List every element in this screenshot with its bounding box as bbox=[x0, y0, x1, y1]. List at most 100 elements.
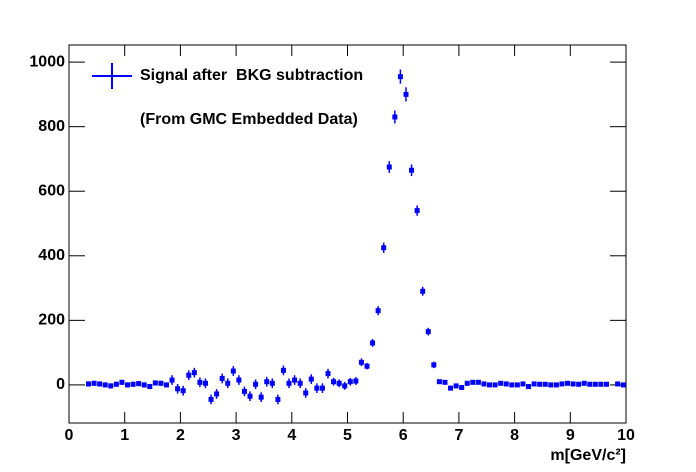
marker bbox=[526, 384, 532, 390]
marker bbox=[319, 385, 325, 391]
marker bbox=[292, 377, 298, 383]
marker bbox=[414, 208, 420, 214]
marker bbox=[431, 362, 437, 368]
marker bbox=[308, 376, 314, 382]
marker bbox=[598, 381, 604, 387]
marker bbox=[180, 388, 186, 394]
frame bbox=[68, 44, 627, 424]
marker bbox=[409, 167, 415, 173]
marker bbox=[163, 382, 169, 388]
marker bbox=[604, 381, 610, 387]
marker bbox=[542, 381, 548, 387]
marker bbox=[448, 385, 454, 391]
marker bbox=[108, 383, 114, 389]
x-axis-label: m[GeV/c²] bbox=[550, 447, 626, 464]
x-tick-label: 7 bbox=[454, 427, 463, 444]
marker bbox=[470, 379, 476, 385]
marker bbox=[197, 379, 203, 385]
marker bbox=[420, 288, 426, 294]
marker bbox=[509, 382, 515, 388]
marker bbox=[136, 381, 142, 387]
marker bbox=[102, 382, 108, 388]
marker bbox=[169, 377, 175, 383]
marker bbox=[147, 384, 153, 390]
marker bbox=[481, 381, 487, 387]
marker bbox=[325, 371, 331, 377]
marker bbox=[592, 381, 598, 387]
marker bbox=[141, 382, 147, 388]
marker bbox=[487, 382, 493, 388]
marker bbox=[314, 385, 320, 391]
marker bbox=[347, 379, 353, 385]
marker bbox=[615, 381, 621, 387]
y-tick-label: 0 bbox=[56, 376, 65, 393]
marker bbox=[225, 380, 231, 386]
marker bbox=[436, 379, 442, 385]
marker bbox=[91, 380, 97, 386]
x-tick-label: 5 bbox=[343, 427, 352, 444]
x-tick-label: 0 bbox=[65, 427, 74, 444]
marker bbox=[113, 381, 119, 387]
marker bbox=[269, 380, 275, 386]
marker bbox=[247, 393, 253, 399]
marker bbox=[370, 340, 376, 346]
marker bbox=[548, 382, 554, 388]
marker bbox=[442, 379, 448, 385]
marker bbox=[208, 396, 214, 402]
marker bbox=[375, 308, 381, 314]
marker bbox=[152, 380, 158, 386]
marker bbox=[392, 114, 398, 120]
marker bbox=[158, 380, 164, 386]
marker bbox=[475, 379, 481, 385]
legend-label: Signal after BKG subtraction bbox=[140, 67, 363, 84]
marker bbox=[576, 381, 582, 387]
marker bbox=[191, 370, 197, 376]
marker bbox=[570, 381, 576, 387]
marker bbox=[520, 381, 526, 387]
marker bbox=[565, 380, 571, 386]
y-tick-label: 400 bbox=[38, 247, 65, 264]
marker bbox=[381, 245, 387, 251]
marker bbox=[353, 378, 359, 384]
x-tick-label: 3 bbox=[232, 427, 241, 444]
marker bbox=[297, 380, 303, 386]
marker bbox=[264, 379, 270, 385]
marker bbox=[587, 381, 593, 387]
marker bbox=[342, 383, 348, 389]
marker bbox=[425, 329, 431, 335]
x-tick-label: 1 bbox=[120, 427, 129, 444]
x-tick-label: 2 bbox=[176, 427, 185, 444]
marker bbox=[303, 390, 309, 396]
marker bbox=[537, 381, 543, 387]
marker bbox=[230, 368, 236, 374]
x-tick-label: 9 bbox=[566, 427, 575, 444]
marker bbox=[459, 384, 465, 390]
marker bbox=[531, 381, 537, 387]
annotation: (From GMC Embedded Data) bbox=[140, 111, 358, 128]
marker bbox=[130, 381, 136, 387]
marker bbox=[219, 375, 225, 381]
marker bbox=[175, 386, 181, 392]
marker bbox=[358, 359, 364, 365]
x-tick-label: 6 bbox=[399, 427, 408, 444]
marker bbox=[202, 380, 208, 386]
marker bbox=[498, 380, 504, 386]
marker bbox=[336, 380, 342, 386]
marker bbox=[503, 381, 509, 387]
marker bbox=[386, 164, 392, 170]
marker bbox=[253, 381, 259, 387]
y-tick-label: 200 bbox=[38, 312, 65, 329]
marker bbox=[620, 382, 626, 388]
marker bbox=[403, 91, 409, 97]
marker bbox=[581, 380, 587, 386]
marker bbox=[214, 391, 220, 397]
y-tick-label: 1000 bbox=[29, 53, 65, 70]
y-tick-label: 600 bbox=[38, 182, 65, 199]
marker bbox=[492, 382, 498, 388]
x-tick-label: 8 bbox=[510, 427, 519, 444]
marker bbox=[186, 372, 192, 378]
marker bbox=[453, 383, 459, 389]
marker bbox=[331, 379, 337, 385]
marker bbox=[241, 388, 247, 394]
